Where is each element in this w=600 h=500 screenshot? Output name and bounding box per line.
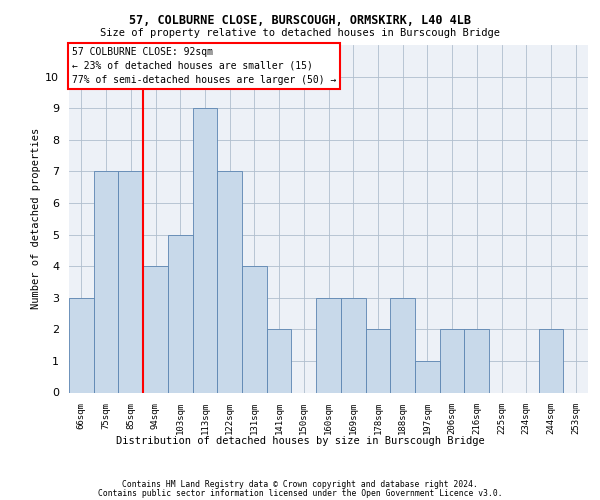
Text: Contains public sector information licensed under the Open Government Licence v3: Contains public sector information licen… xyxy=(98,490,502,498)
Bar xyxy=(365,330,390,392)
Text: 57 COLBURNE CLOSE: 92sqm
← 23% of detached houses are smaller (15)
77% of semi-d: 57 COLBURNE CLOSE: 92sqm ← 23% of detach… xyxy=(71,46,336,84)
Bar xyxy=(143,266,168,392)
Bar xyxy=(415,361,440,392)
Bar xyxy=(316,298,341,392)
Bar xyxy=(341,298,365,392)
Bar xyxy=(69,298,94,392)
Bar xyxy=(267,330,292,392)
Y-axis label: Number of detached properties: Number of detached properties xyxy=(31,128,41,310)
Text: Size of property relative to detached houses in Burscough Bridge: Size of property relative to detached ho… xyxy=(100,28,500,38)
Bar xyxy=(217,172,242,392)
Text: 57, COLBURNE CLOSE, BURSCOUGH, ORMSKIRK, L40 4LB: 57, COLBURNE CLOSE, BURSCOUGH, ORMSKIRK,… xyxy=(129,14,471,27)
Bar xyxy=(539,330,563,392)
Text: Contains HM Land Registry data © Crown copyright and database right 2024.: Contains HM Land Registry data © Crown c… xyxy=(122,480,478,489)
Bar xyxy=(390,298,415,392)
Bar xyxy=(94,172,118,392)
Bar xyxy=(168,234,193,392)
Bar xyxy=(440,330,464,392)
Bar xyxy=(118,172,143,392)
Text: Distribution of detached houses by size in Burscough Bridge: Distribution of detached houses by size … xyxy=(116,436,484,446)
Bar xyxy=(242,266,267,392)
Bar xyxy=(193,108,217,393)
Bar xyxy=(464,330,489,392)
